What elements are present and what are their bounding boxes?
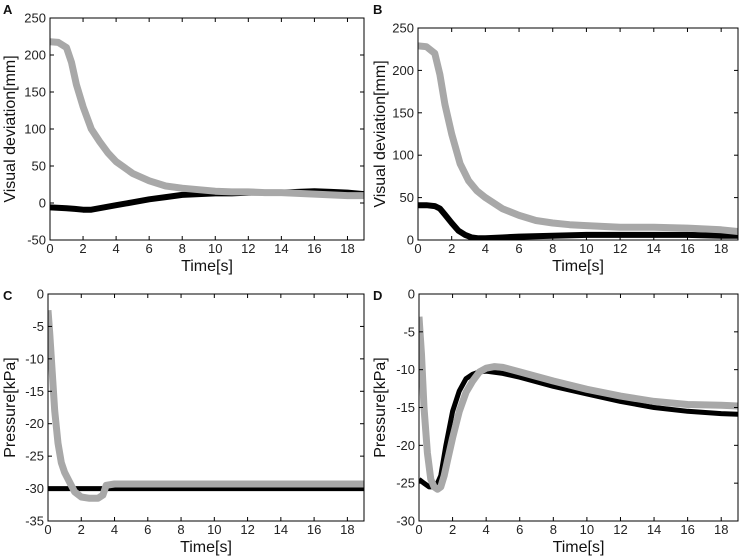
y-tick-label: -15 xyxy=(396,400,415,415)
x-tick-label: 18 xyxy=(714,241,728,256)
y-tick-label: 200 xyxy=(24,48,46,63)
x-axis-label: Time[s] xyxy=(552,258,604,275)
x-tick-label: 2 xyxy=(448,241,455,256)
x-tick-label: 18 xyxy=(714,522,728,537)
y-tick-label: 250 xyxy=(24,11,46,26)
x-tick-label: 6 xyxy=(515,241,522,256)
series-line-gray xyxy=(418,42,738,235)
panel-C: 0 2 4 6 8 10 12 14 16 18 -35 -30 -25 -20 -15 -10 -5 0 Time… xyxy=(2,287,365,556)
x-tick-label: 10 xyxy=(579,241,593,256)
x-tick-label: 2 xyxy=(78,522,85,537)
x-tick-label: 12 xyxy=(241,241,255,256)
x-tick-label: 10 xyxy=(580,522,594,537)
y-tick-label: -20 xyxy=(25,416,44,431)
y-tick-label: -35 xyxy=(25,514,44,529)
y-axis-label: Pressure[kPa] xyxy=(2,357,19,457)
x-tick-label: 0 xyxy=(415,522,422,537)
x-tick-label: 18 xyxy=(340,241,354,256)
x-tick-label: 12 xyxy=(613,522,627,537)
y-tick-label: -25 xyxy=(396,476,415,491)
series-line-gray xyxy=(50,38,364,200)
y-tick-label: 0 xyxy=(37,287,44,302)
y-axis-label: Visual deviation[mm] xyxy=(2,55,19,202)
y-tick-label: -5 xyxy=(403,324,415,339)
y-tick-label: -20 xyxy=(396,438,415,453)
x-tick-label: 12 xyxy=(613,241,627,256)
x-tick-label: 18 xyxy=(340,522,354,537)
x-axis-label: Time[s] xyxy=(181,258,233,275)
x-axis-label: Time[s] xyxy=(553,539,605,556)
y-tick-label: -30 xyxy=(396,514,415,529)
y-tick-label: 100 xyxy=(392,148,414,163)
y-tick-label: 100 xyxy=(24,122,46,137)
x-tick-label: 10 xyxy=(207,522,221,537)
x-tick-label: 4 xyxy=(111,522,118,537)
series-line-black xyxy=(418,202,738,240)
x-tick-label: 14 xyxy=(647,522,661,537)
x-tick-label: 16 xyxy=(307,522,321,537)
x-tick-label: 14 xyxy=(274,522,288,537)
y-tick-label: -30 xyxy=(25,481,44,496)
x-tick-label: 6 xyxy=(146,241,153,256)
x-tick-label: 16 xyxy=(680,241,694,256)
y-tick-label: 0 xyxy=(39,196,46,211)
x-tick-label: 8 xyxy=(549,241,556,256)
panel-D: 0 2 4 6 8 10 12 14 16 18 -30 -25 -20 -15 -10 -5 0 Time[s]… xyxy=(372,287,739,556)
x-tick-label: 16 xyxy=(680,522,694,537)
x-tick-label: 8 xyxy=(550,522,557,537)
x-tick-label: 16 xyxy=(307,241,321,256)
y-tick-label: -25 xyxy=(25,449,44,464)
y-axis-label: Pressure[kPa] xyxy=(372,357,389,457)
panel-B: 0 2 4 6 8 10 12 14 16 18 0 50 100 150 200 250 Time[s] Vis… xyxy=(372,2,739,275)
x-tick-label: 0 xyxy=(414,241,421,256)
x-tick-label: 6 xyxy=(516,522,523,537)
y-tick-label: 50 xyxy=(400,190,414,205)
y-tick-label: 150 xyxy=(24,85,46,100)
panel-letter: A xyxy=(3,2,13,17)
y-tick-label: 0 xyxy=(408,287,415,302)
panel-letter: B xyxy=(373,2,382,17)
x-tick-label: 8 xyxy=(179,241,186,256)
y-tick-label: 50 xyxy=(32,159,46,174)
y-axis-label: Visual deviation[mm] xyxy=(372,60,389,207)
y-tick-label: -50 xyxy=(27,233,46,248)
y-tick-label: -15 xyxy=(25,384,44,399)
x-tick-label: 4 xyxy=(112,241,119,256)
x-tick-label: 14 xyxy=(274,241,288,256)
x-tick-label: 6 xyxy=(144,522,151,537)
y-tick-label: 150 xyxy=(392,105,414,120)
x-tick-label: 10 xyxy=(208,241,222,256)
x-tick-label: 8 xyxy=(177,522,184,537)
axes-frame xyxy=(47,293,365,522)
panel-letter: C xyxy=(3,288,13,303)
y-tick-label: 250 xyxy=(392,21,414,36)
x-tick-label: 4 xyxy=(482,241,489,256)
axes-frame xyxy=(417,27,739,241)
x-tick-label: 14 xyxy=(647,241,661,256)
y-tick-label: -10 xyxy=(25,351,44,366)
series-line-gray xyxy=(48,309,364,502)
x-axis-label: Time[s] xyxy=(180,539,232,556)
x-tick-label: 0 xyxy=(44,522,51,537)
y-tick-label: -5 xyxy=(32,319,44,334)
y-tick-label: 0 xyxy=(407,233,414,248)
x-tick-label: 4 xyxy=(483,522,490,537)
panel-A: 0 2 4 6 8 10 12 14 16 18-50050100150200250Time[s]… xyxy=(2,2,365,275)
series-line-gray xyxy=(419,316,738,493)
x-tick-label: 12 xyxy=(240,522,254,537)
panel-letter: D xyxy=(373,288,382,303)
x-tick-label: 2 xyxy=(449,522,456,537)
y-tick-label: 200 xyxy=(392,63,414,78)
x-tick-label: 0 xyxy=(46,241,53,256)
y-tick-label: -10 xyxy=(396,362,415,377)
x-tick-label: 2 xyxy=(79,241,86,256)
